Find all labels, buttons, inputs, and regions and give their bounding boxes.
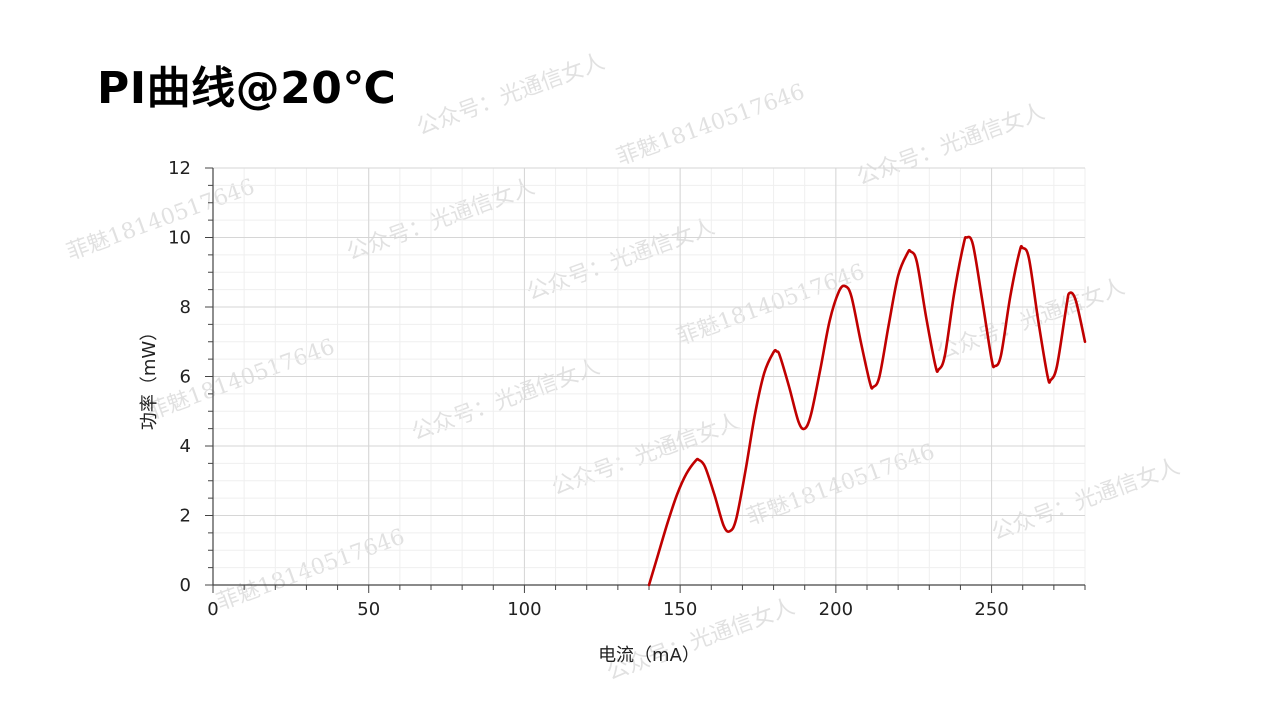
watermark-text: 公众号：光通信女人 (549, 409, 744, 500)
watermark-text: 菲魅18140517646 (614, 79, 809, 170)
series-layer (647, 235, 1087, 587)
page-title: PI曲线@20℃ (97, 63, 397, 114)
x-tick-label: 100 (507, 599, 541, 620)
watermark-text: 公众号：光通信女人 (524, 214, 719, 305)
x-tick-label: 150 (663, 599, 697, 620)
x-tick-label: 250 (974, 599, 1008, 620)
watermark-text: 公众号：光通信女人 (989, 454, 1184, 545)
ticks: 0 50 100 150 200 250 0 2 4 6 8 10 12 (168, 158, 1086, 620)
watermark-layer: 公众号：光通信女人 菲魅18140517646 公众号：光通信女人菲魅1814051… (64, 49, 1184, 685)
x-tick-label: 50 (357, 599, 380, 620)
y-tick-label: 12 (168, 158, 191, 179)
y-tick-label: 2 (180, 506, 191, 527)
y-tick-label: 0 (180, 575, 191, 596)
watermark-text: 菲魅18140517646 (744, 439, 939, 530)
x-axis-title: 电流（mA） (598, 645, 700, 666)
y-tick-label: 6 (180, 367, 191, 388)
watermark-text: 菲魅18140517646 (144, 334, 339, 425)
y-tick-label: 8 (180, 297, 191, 318)
watermark-text: 公众号：光通信女人 (414, 49, 609, 140)
watermark-text: 公众号：光通信女人 (604, 594, 799, 685)
watermark-text: 公众号：光通信女人 (854, 99, 1049, 190)
y-axis-title: 功率（mW） (139, 323, 160, 430)
y-tick-label: 10 (168, 228, 191, 249)
watermark-text: 公众号：光通信女人 (934, 274, 1129, 365)
watermark-text: 菲魅18140517646 (674, 259, 869, 350)
watermark-text: 公众号：光通信女人 (409, 354, 604, 445)
y-tick-label: 4 (180, 436, 191, 457)
x-tick-label: 200 (819, 599, 853, 620)
series-line-pi-curve (647, 235, 1087, 587)
x-tick-label: 0 (207, 599, 218, 620)
